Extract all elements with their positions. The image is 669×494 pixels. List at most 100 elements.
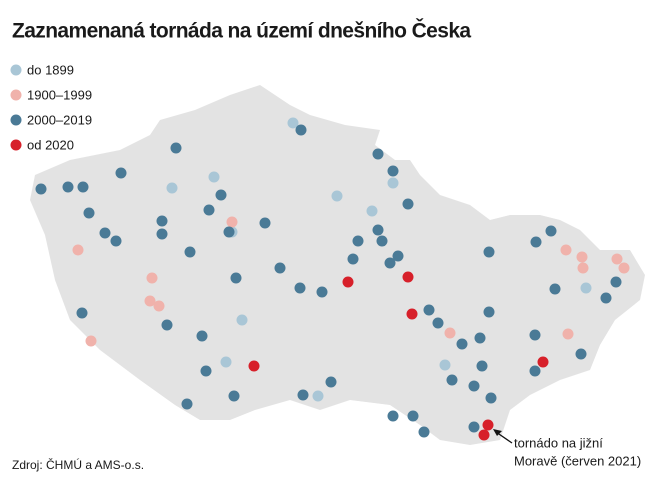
tornado-dot xyxy=(407,410,419,422)
tornado-dot xyxy=(184,246,196,258)
legend-swatch xyxy=(10,64,22,76)
tornado-dot xyxy=(287,117,299,129)
tornado-dot xyxy=(577,262,589,274)
tornado-dot xyxy=(62,181,74,193)
tornado-dot xyxy=(110,235,122,247)
tornado-dot xyxy=(76,307,88,319)
tornado-dot xyxy=(166,182,178,194)
tornado-dot xyxy=(295,124,307,136)
tornado-dot xyxy=(376,235,388,247)
tornado-dot xyxy=(483,246,495,258)
tornado-dot xyxy=(392,250,404,262)
tornado-dot xyxy=(418,426,430,438)
tornado-dot xyxy=(196,330,208,342)
legend-label: 2000–2019 xyxy=(27,112,92,127)
tornado-dot xyxy=(372,148,384,160)
tornado-dot xyxy=(474,332,486,344)
tornado-dot xyxy=(352,235,364,247)
tornado-dot xyxy=(312,390,324,402)
tornado-dot xyxy=(468,380,480,392)
country-shape xyxy=(30,85,645,445)
tornado-dot xyxy=(384,257,396,269)
tornado-dot xyxy=(259,217,271,229)
tornado-dot xyxy=(115,167,127,179)
tornado-dot xyxy=(444,327,456,339)
tornado-dot xyxy=(387,165,399,177)
legend-swatch xyxy=(10,139,22,151)
tornado-dot xyxy=(208,171,220,183)
tornado-dot xyxy=(35,183,47,195)
tornado-dot xyxy=(156,228,168,240)
tornado-dot xyxy=(83,207,95,219)
tornado-dot xyxy=(161,319,173,331)
tornado-dot xyxy=(478,429,490,441)
source: Zdroj: ČHMÚ a AMS-o.s. xyxy=(12,457,144,472)
tornado-dot xyxy=(220,356,232,368)
legend-swatch xyxy=(10,114,22,126)
tornado-dot xyxy=(236,314,248,326)
tornado-dot xyxy=(529,329,541,341)
tornado-dot xyxy=(153,300,165,312)
tornado-dot xyxy=(85,335,97,347)
tornado-dot xyxy=(483,306,495,318)
tornado-dot xyxy=(580,282,592,294)
tornado-dot xyxy=(529,365,541,377)
tornado-dot xyxy=(366,205,378,217)
tornado-dot xyxy=(611,253,623,265)
tornado-dot xyxy=(226,216,238,228)
legend-swatch xyxy=(10,89,22,101)
tornado-dot xyxy=(156,215,168,227)
tornado-dot xyxy=(347,253,359,265)
tornado-dot xyxy=(170,142,182,154)
tornado-dot xyxy=(297,389,309,401)
tornado-dot xyxy=(432,317,444,329)
tornado-dot xyxy=(72,244,84,256)
arrow-head xyxy=(493,429,502,436)
tornado-dot xyxy=(576,251,588,263)
tornado-dot xyxy=(456,338,468,350)
legend-label: od 2020 xyxy=(27,137,74,152)
legend-label: 1900–1999 xyxy=(27,87,92,102)
tornado-dot xyxy=(200,365,212,377)
tornado-dot xyxy=(342,276,354,288)
tornado-dot xyxy=(223,226,235,238)
tornado-dot xyxy=(439,359,451,371)
tornado-dot xyxy=(228,390,240,402)
tornado-dot xyxy=(387,410,399,422)
tornado-dot xyxy=(482,419,494,431)
tornado-dot xyxy=(146,272,158,284)
tornado-dot xyxy=(549,283,561,295)
tornado-dot xyxy=(325,376,337,388)
tornado-dot xyxy=(610,276,622,288)
tornado-dot xyxy=(575,348,587,360)
tornado-dot xyxy=(446,374,458,386)
tornado-dot xyxy=(144,295,156,307)
tornado-dot xyxy=(468,421,480,433)
tornado-dot xyxy=(402,271,414,283)
legend: do 1899 1900–1999 2000–2019 od 2020 xyxy=(10,62,92,152)
dots xyxy=(35,117,630,441)
tornado-dot xyxy=(316,286,328,298)
tornado-dot xyxy=(562,328,574,340)
tornado-dot xyxy=(560,244,572,256)
annotation-line: tornádo na jižní xyxy=(514,435,603,450)
tornado-dot xyxy=(485,392,497,404)
tornado-dot xyxy=(230,272,242,284)
tornado-dot xyxy=(600,292,612,304)
tornado-dot xyxy=(248,360,260,372)
tornado-dot xyxy=(77,181,89,193)
tornado-dot xyxy=(294,282,306,294)
tornado-dot xyxy=(274,262,286,274)
tornado-dot xyxy=(99,227,111,239)
tornado-dot xyxy=(618,262,630,274)
tornado-dot xyxy=(387,177,399,189)
tornado-dot xyxy=(331,190,343,202)
tornado-dot xyxy=(181,398,193,410)
tornado-dot xyxy=(372,224,384,236)
title: Zaznamenaná tornáda na území dnešního Če… xyxy=(12,19,471,43)
tornado-dot xyxy=(215,189,227,201)
tornado-dot xyxy=(476,360,488,372)
tornado-dot xyxy=(406,308,418,320)
